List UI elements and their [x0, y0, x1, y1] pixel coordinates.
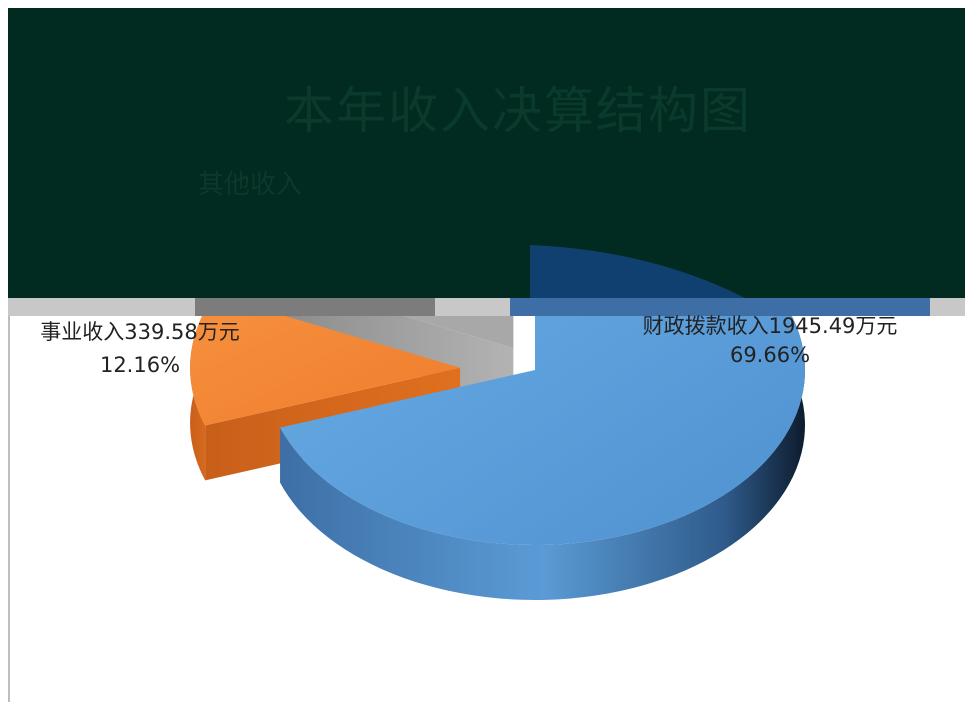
- slice-data-label: 事业收入339.58万元: [40, 320, 239, 344]
- slice-percent-label: 69.66%: [730, 343, 810, 367]
- dark-grey-strip: [195, 298, 435, 316]
- dark-overlay-band: [8, 8, 965, 298]
- blue-strip: [510, 298, 930, 316]
- hidden-slice-label: 其他收入: [198, 170, 302, 200]
- pie-slice-top: [190, 295, 461, 426]
- blue-slice-top-fragment: [530, 245, 745, 298]
- slice-percent-label: 12.16%: [100, 353, 180, 377]
- chart-title: 本年收入决算结构图: [284, 82, 752, 140]
- slice-data-label: 财政拨款收入1945.49万元: [643, 314, 898, 338]
